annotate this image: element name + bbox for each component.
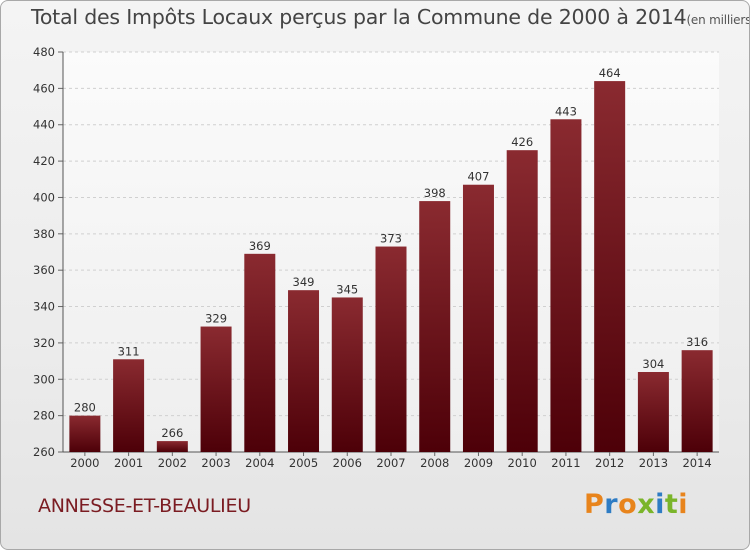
x-tick-label-2010: 2010 — [508, 456, 537, 470]
x-tick-label-2002: 2002 — [158, 456, 187, 470]
x-tick-label-2007: 2007 — [376, 456, 405, 470]
x-tick-label-2009: 2009 — [464, 456, 493, 470]
data-label-2008: 398 — [424, 186, 446, 200]
bar-2010 — [506, 150, 538, 452]
y-tick-label: 360 — [33, 263, 55, 277]
data-label-2011: 443 — [555, 104, 577, 118]
data-label-2001: 311 — [118, 344, 140, 358]
data-label-2004: 369 — [249, 239, 271, 253]
data-label-2007: 373 — [380, 232, 402, 246]
x-tick-label-2006: 2006 — [333, 456, 362, 470]
x-tick-label-2005: 2005 — [289, 456, 318, 470]
bar-2009 — [462, 184, 494, 452]
x-tick-label-2000: 2000 — [70, 456, 99, 470]
chart-title-text: Total des Impôts Locaux perçus par la Co… — [31, 5, 687, 29]
logo-letter: i — [678, 489, 689, 520]
data-label-2000: 280 — [74, 401, 96, 415]
x-tick-label-2011: 2011 — [551, 456, 580, 470]
logo-letter: o — [618, 489, 638, 520]
x-tick-label-2013: 2013 — [639, 456, 668, 470]
commune-name: ANNESSE-ET-BEAULIEU — [38, 495, 251, 517]
logo-letter: r — [604, 489, 619, 520]
chart-subtitle: (en milliers d'€) — [686, 13, 750, 27]
bar-2006 — [331, 297, 363, 452]
x-tick-label-2012: 2012 — [595, 456, 624, 470]
data-label-2013: 304 — [642, 357, 664, 371]
y-tick-label: 260 — [33, 445, 55, 459]
data-label-2014: 316 — [686, 335, 708, 349]
proxiti-logo: Proxiti — [584, 489, 688, 520]
y-tick-label: 460 — [33, 81, 55, 95]
data-label-2009: 407 — [467, 170, 489, 184]
y-tick-label: 480 — [33, 45, 55, 59]
y-tick-label: 340 — [33, 300, 55, 314]
data-label-2010: 426 — [511, 135, 533, 149]
x-tick-label-2008: 2008 — [420, 456, 449, 470]
y-tick-label: 440 — [33, 118, 55, 132]
y-tick-label: 380 — [33, 227, 55, 241]
logo-letter: t — [664, 489, 679, 520]
data-label-2012: 464 — [599, 66, 621, 80]
bar-2000 — [69, 415, 101, 452]
chart-title: Total des Impôts Locaux perçus par la Co… — [31, 5, 750, 29]
bar-2001 — [113, 359, 145, 452]
y-tick-label: 300 — [33, 372, 55, 386]
data-label-2003: 329 — [205, 312, 227, 326]
x-tick-label-2003: 2003 — [201, 456, 230, 470]
y-tick-label: 320 — [33, 336, 55, 350]
x-tick-label-2014: 2014 — [682, 456, 711, 470]
data-label-2002: 266 — [161, 426, 183, 440]
x-tick-label-2001: 2001 — [114, 456, 143, 470]
y-tick-label: 280 — [33, 409, 55, 423]
bar-2014 — [681, 350, 713, 452]
x-tick-label-2004: 2004 — [245, 456, 274, 470]
bar-2002 — [156, 441, 188, 452]
bar-2007 — [375, 246, 407, 452]
bar-2008 — [419, 201, 451, 452]
y-tick-label: 400 — [33, 190, 55, 204]
data-label-2006: 345 — [336, 282, 358, 296]
data-label-2005: 349 — [293, 275, 315, 289]
logo-letter: x — [637, 489, 656, 520]
bar-2013 — [637, 372, 669, 452]
bar-2004 — [244, 253, 276, 452]
bar-2005 — [288, 290, 320, 452]
bar-2003 — [200, 326, 232, 452]
bar-2012 — [594, 81, 626, 452]
logo-letter: P — [584, 489, 605, 520]
bar-2011 — [550, 119, 582, 452]
y-tick-label: 420 — [33, 154, 55, 168]
logo-letter: i — [655, 489, 665, 520]
